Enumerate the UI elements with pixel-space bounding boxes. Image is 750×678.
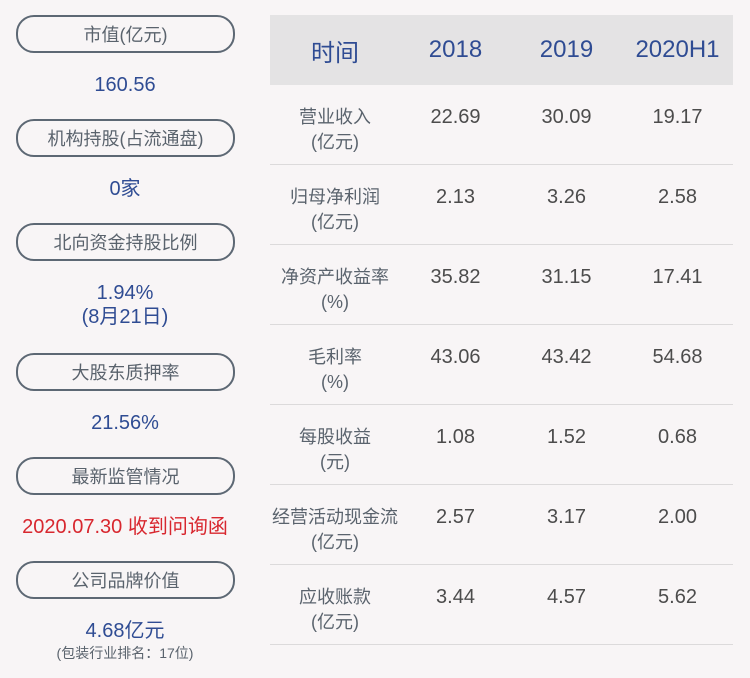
metric-unit: (亿元) — [311, 612, 359, 632]
cell-2019: 43.42 — [541, 346, 592, 368]
cell-2018: 35.82 — [430, 266, 481, 288]
cell-2020h1: 2.58 — [658, 186, 697, 208]
cell-2018: 2.57 — [436, 506, 475, 528]
cell-2018: 22.69 — [430, 106, 481, 128]
cell-2018: 3.44 — [436, 586, 475, 608]
brand-value-number: 4.68亿元 — [85, 620, 165, 642]
pledge-ratio-label: 大股东质押率 — [16, 353, 235, 391]
cell-2019: 3.26 — [547, 186, 586, 208]
metric-unit: (元) — [320, 452, 350, 472]
cell-2020h1: 19.17 — [652, 106, 703, 128]
cell-2020h1: 54.68 — [652, 346, 703, 368]
northbound-ratio-date: (8月21日) — [81, 306, 169, 328]
cell-2018: 1.08 — [436, 426, 475, 448]
northbound-ratio-label: 北向资金持股比例 — [16, 223, 235, 261]
brand-value-ranking: (包装行业排名：17位) — [56, 645, 194, 661]
cell-2019: 1.52 — [547, 426, 586, 448]
table-row-revenue: 营业收入 (亿元) 22.69 30.09 19.17 — [270, 85, 733, 165]
institutional-holdings-value: 0家 — [109, 178, 141, 200]
pledge-ratio-value: 21.56% — [91, 412, 159, 434]
regulatory-status-value: 2020.07.30 收到问询函 — [22, 516, 228, 538]
cell-2019: 30.09 — [541, 106, 592, 128]
northbound-ratio-value: 1.94% (8月21日) — [0, 281, 250, 329]
metric-name: 毛利率 — [308, 347, 362, 367]
cell-2019: 4.57 — [547, 586, 586, 608]
institutional-holdings-label: 机构持股(占流通盘) — [16, 119, 235, 157]
table-row-receivables: 应收账款 (亿元) 3.44 4.57 5.62 — [270, 565, 733, 645]
row-label: 经营活动现金流 (亿元) — [270, 505, 400, 555]
financial-table: 时间 2018 2019 2020H1 营业收入 (亿元) 22.69 30.09… — [270, 15, 733, 645]
market-cap-value: 160.56 — [94, 74, 156, 96]
row-label: 净资产收益率 (%) — [270, 265, 400, 315]
cell-2020h1: 17.41 — [652, 266, 703, 288]
header-2019: 2019 — [539, 36, 594, 63]
header-2018: 2018 — [428, 36, 483, 63]
table-row-roe: 净资产收益率 (%) 35.82 31.15 17.41 — [270, 245, 733, 325]
table-row-net-profit: 归母净利润 (亿元) 2.13 3.26 2.58 — [270, 165, 733, 245]
brand-value-label: 公司品牌价值 — [16, 561, 235, 599]
metric-name: 经营活动现金流 — [272, 507, 398, 527]
brand-value-value: 4.68亿元 (包装行业排名：17位) — [0, 619, 250, 663]
row-label: 应收账款 (亿元) — [270, 585, 400, 635]
cell-2019: 3.17 — [547, 506, 586, 528]
row-label: 归母净利润 (亿元) — [270, 185, 400, 235]
metric-unit: (%) — [321, 372, 349, 392]
cell-2020h1: 2.00 — [658, 506, 697, 528]
summary-panel: 市值(亿元) 160.56 机构持股(占流通盘) 0家 北向资金持股比例 1.9… — [0, 0, 250, 678]
cell-2018: 43.06 — [430, 346, 481, 368]
cell-2019: 31.15 — [541, 266, 592, 288]
regulatory-status-label: 最新监管情况 — [16, 457, 235, 495]
metric-unit: (亿元) — [311, 212, 359, 232]
northbound-ratio-number: 1.94% — [96, 282, 154, 304]
metric-unit: (亿元) — [311, 132, 359, 152]
metric-name: 应收账款 — [299, 587, 371, 607]
table-row-operating-cash-flow: 经营活动现金流 (亿元) 2.57 3.17 2.00 — [270, 485, 733, 565]
row-label: 毛利率 (%) — [270, 345, 400, 395]
table-row-eps: 每股收益 (元) 1.08 1.52 0.68 — [270, 405, 733, 485]
row-label: 每股收益 (元) — [270, 425, 400, 475]
metric-name: 净资产收益率 — [281, 267, 389, 287]
table-row-gross-margin: 毛利率 (%) 43.06 43.42 54.68 — [270, 325, 733, 405]
market-cap-label: 市值(亿元) — [16, 15, 235, 53]
metric-name: 每股收益 — [299, 427, 371, 447]
cell-2020h1: 5.62 — [658, 586, 697, 608]
metric-name: 归母净利润 — [290, 187, 380, 207]
cell-2020h1: 0.68 — [658, 426, 697, 448]
row-label: 营业收入 (亿元) — [270, 105, 400, 155]
header-2020h1: 2020H1 — [635, 36, 720, 63]
metric-unit: (%) — [321, 292, 349, 312]
metric-name: 营业收入 — [299, 107, 371, 127]
cell-2018: 2.13 — [436, 186, 475, 208]
metric-unit: (亿元) — [311, 532, 359, 552]
header-period: 时间 — [311, 39, 359, 67]
table-header: 时间 2018 2019 2020H1 — [270, 15, 733, 85]
